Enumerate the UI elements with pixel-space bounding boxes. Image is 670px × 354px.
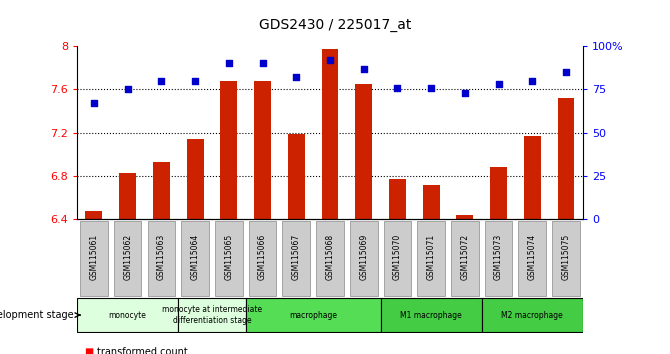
Bar — [355, 84, 372, 219]
Text: ■: ■ — [84, 347, 93, 354]
Point — [156, 78, 167, 84]
Text: GSM115071: GSM115071 — [427, 234, 436, 280]
Text: GSM115065: GSM115065 — [224, 234, 233, 280]
Point — [291, 74, 302, 80]
Bar — [254, 81, 271, 219]
FancyBboxPatch shape — [552, 221, 580, 296]
Text: development stage: development stage — [0, 310, 74, 320]
Point — [257, 61, 268, 66]
Text: GSM115075: GSM115075 — [561, 234, 571, 280]
FancyBboxPatch shape — [182, 221, 209, 296]
FancyBboxPatch shape — [215, 221, 243, 296]
Bar — [153, 162, 170, 219]
Text: GSM115069: GSM115069 — [359, 234, 368, 280]
Bar — [119, 173, 136, 219]
Text: monocyte at intermediate
differentiation stage: monocyte at intermediate differentiation… — [162, 306, 262, 325]
Text: GSM115062: GSM115062 — [123, 234, 132, 280]
Point — [493, 81, 504, 87]
Bar — [389, 179, 406, 219]
FancyBboxPatch shape — [519, 221, 546, 296]
Text: M1 macrophage: M1 macrophage — [400, 310, 462, 320]
FancyBboxPatch shape — [283, 221, 310, 296]
FancyBboxPatch shape — [381, 298, 482, 332]
Text: GSM115063: GSM115063 — [157, 234, 166, 280]
Bar — [456, 215, 473, 219]
Bar — [220, 81, 237, 219]
Point — [88, 101, 99, 106]
Text: GSM115067: GSM115067 — [291, 234, 301, 280]
FancyBboxPatch shape — [80, 221, 108, 296]
Text: M2 macrophage: M2 macrophage — [501, 310, 563, 320]
Point — [527, 78, 537, 84]
Text: transformed count: transformed count — [97, 347, 188, 354]
Bar — [557, 98, 574, 219]
Bar — [423, 185, 440, 219]
Bar — [288, 134, 305, 219]
FancyBboxPatch shape — [178, 298, 246, 332]
Point — [460, 90, 470, 96]
FancyBboxPatch shape — [482, 298, 583, 332]
Text: GSM115072: GSM115072 — [460, 234, 470, 280]
Text: GSM115074: GSM115074 — [528, 234, 537, 280]
Point — [190, 78, 200, 84]
Bar — [490, 167, 507, 219]
Bar — [524, 136, 541, 219]
Point — [324, 57, 335, 63]
FancyBboxPatch shape — [114, 221, 141, 296]
Point — [358, 66, 369, 72]
Point — [122, 86, 133, 92]
Point — [426, 85, 437, 91]
Point — [392, 85, 403, 91]
FancyBboxPatch shape — [246, 298, 381, 332]
Text: monocyte: monocyte — [109, 310, 147, 320]
FancyBboxPatch shape — [147, 221, 175, 296]
Text: GSM115064: GSM115064 — [190, 234, 200, 280]
Text: GSM115061: GSM115061 — [89, 234, 98, 280]
Text: GSM115070: GSM115070 — [393, 234, 402, 280]
Text: GSM115066: GSM115066 — [258, 234, 267, 280]
Text: GDS2430 / 225017_at: GDS2430 / 225017_at — [259, 18, 411, 32]
Text: GSM115068: GSM115068 — [326, 234, 334, 280]
Bar — [86, 211, 103, 219]
FancyBboxPatch shape — [451, 221, 478, 296]
Point — [561, 69, 572, 75]
FancyBboxPatch shape — [350, 221, 377, 296]
FancyBboxPatch shape — [316, 221, 344, 296]
FancyBboxPatch shape — [384, 221, 411, 296]
Bar — [187, 139, 204, 219]
Bar — [322, 49, 338, 219]
Text: macrophage: macrophage — [289, 310, 337, 320]
Point — [223, 61, 234, 66]
FancyBboxPatch shape — [77, 298, 178, 332]
FancyBboxPatch shape — [485, 221, 513, 296]
FancyBboxPatch shape — [249, 221, 276, 296]
FancyBboxPatch shape — [417, 221, 445, 296]
Text: GSM115073: GSM115073 — [494, 234, 503, 280]
